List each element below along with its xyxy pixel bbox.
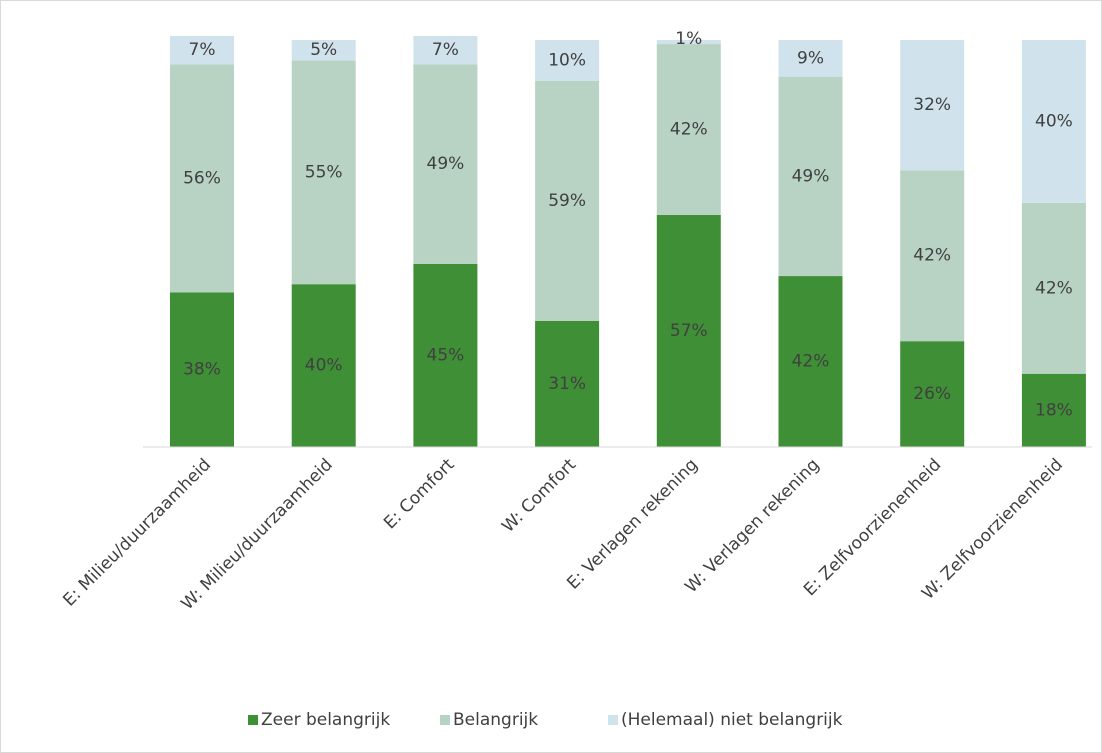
data-label: 40%: [305, 356, 343, 376]
data-label: 10%: [548, 50, 586, 70]
bar-segment: [1021, 373, 1086, 447]
bar-segment: [900, 40, 965, 171]
bar-segment: [535, 40, 600, 81]
bar-segment: [778, 76, 843, 277]
data-label: 59%: [548, 191, 586, 211]
data-label: 32%: [913, 95, 951, 115]
bar-segment: [778, 276, 843, 447]
bar-segment: [291, 60, 356, 285]
bar-segment: [900, 341, 965, 447]
data-label: 7%: [432, 40, 459, 60]
data-label: 1%: [675, 29, 702, 49]
data-label: 55%: [305, 162, 343, 182]
data-label: 42%: [670, 120, 708, 140]
data-label: 42%: [1035, 278, 1073, 298]
data-label: 40%: [1035, 111, 1073, 131]
data-label: 7%: [189, 40, 216, 60]
data-label: 49%: [427, 154, 465, 174]
bar-segment: [291, 40, 356, 61]
data-label: 42%: [913, 246, 951, 266]
legend-swatch: [248, 715, 258, 725]
bar-segment: [413, 64, 478, 264]
data-label: 45%: [427, 345, 465, 365]
data-label: 57%: [670, 321, 708, 341]
bar-segment: [900, 170, 965, 342]
bar-segment: [656, 44, 721, 216]
bar-segment: [1021, 40, 1086, 203]
data-label: 18%: [1035, 400, 1073, 420]
legend-label: (Helemaal) niet belangrijk: [621, 710, 843, 730]
legend-swatch: [608, 715, 618, 725]
data-label: 56%: [183, 168, 221, 188]
bar-segment: [535, 320, 600, 447]
data-label: 5%: [310, 40, 337, 60]
data-label: 49%: [792, 166, 830, 186]
data-label: 9%: [797, 48, 824, 68]
bar-segment: [656, 40, 721, 45]
legend-label: Zeer belangrijk: [261, 710, 390, 730]
data-label: 42%: [792, 352, 830, 372]
bar-segment: [656, 215, 721, 447]
data-label: 31%: [548, 374, 586, 394]
bar-segment: [170, 35, 234, 65]
data-label: 26%: [913, 384, 951, 404]
bar-segment: [778, 40, 843, 77]
bar-segment: [170, 292, 234, 447]
bar-segment: [291, 284, 356, 447]
bar-segment: [413, 35, 478, 65]
bar-segment: [170, 64, 234, 293]
bar-segment: [1021, 202, 1086, 374]
legend-swatch: [440, 715, 450, 725]
bar-segment: [535, 80, 600, 321]
bar-segment: [413, 263, 478, 447]
data-label: 38%: [183, 360, 221, 380]
legend-label: Belangrijk: [453, 710, 538, 730]
